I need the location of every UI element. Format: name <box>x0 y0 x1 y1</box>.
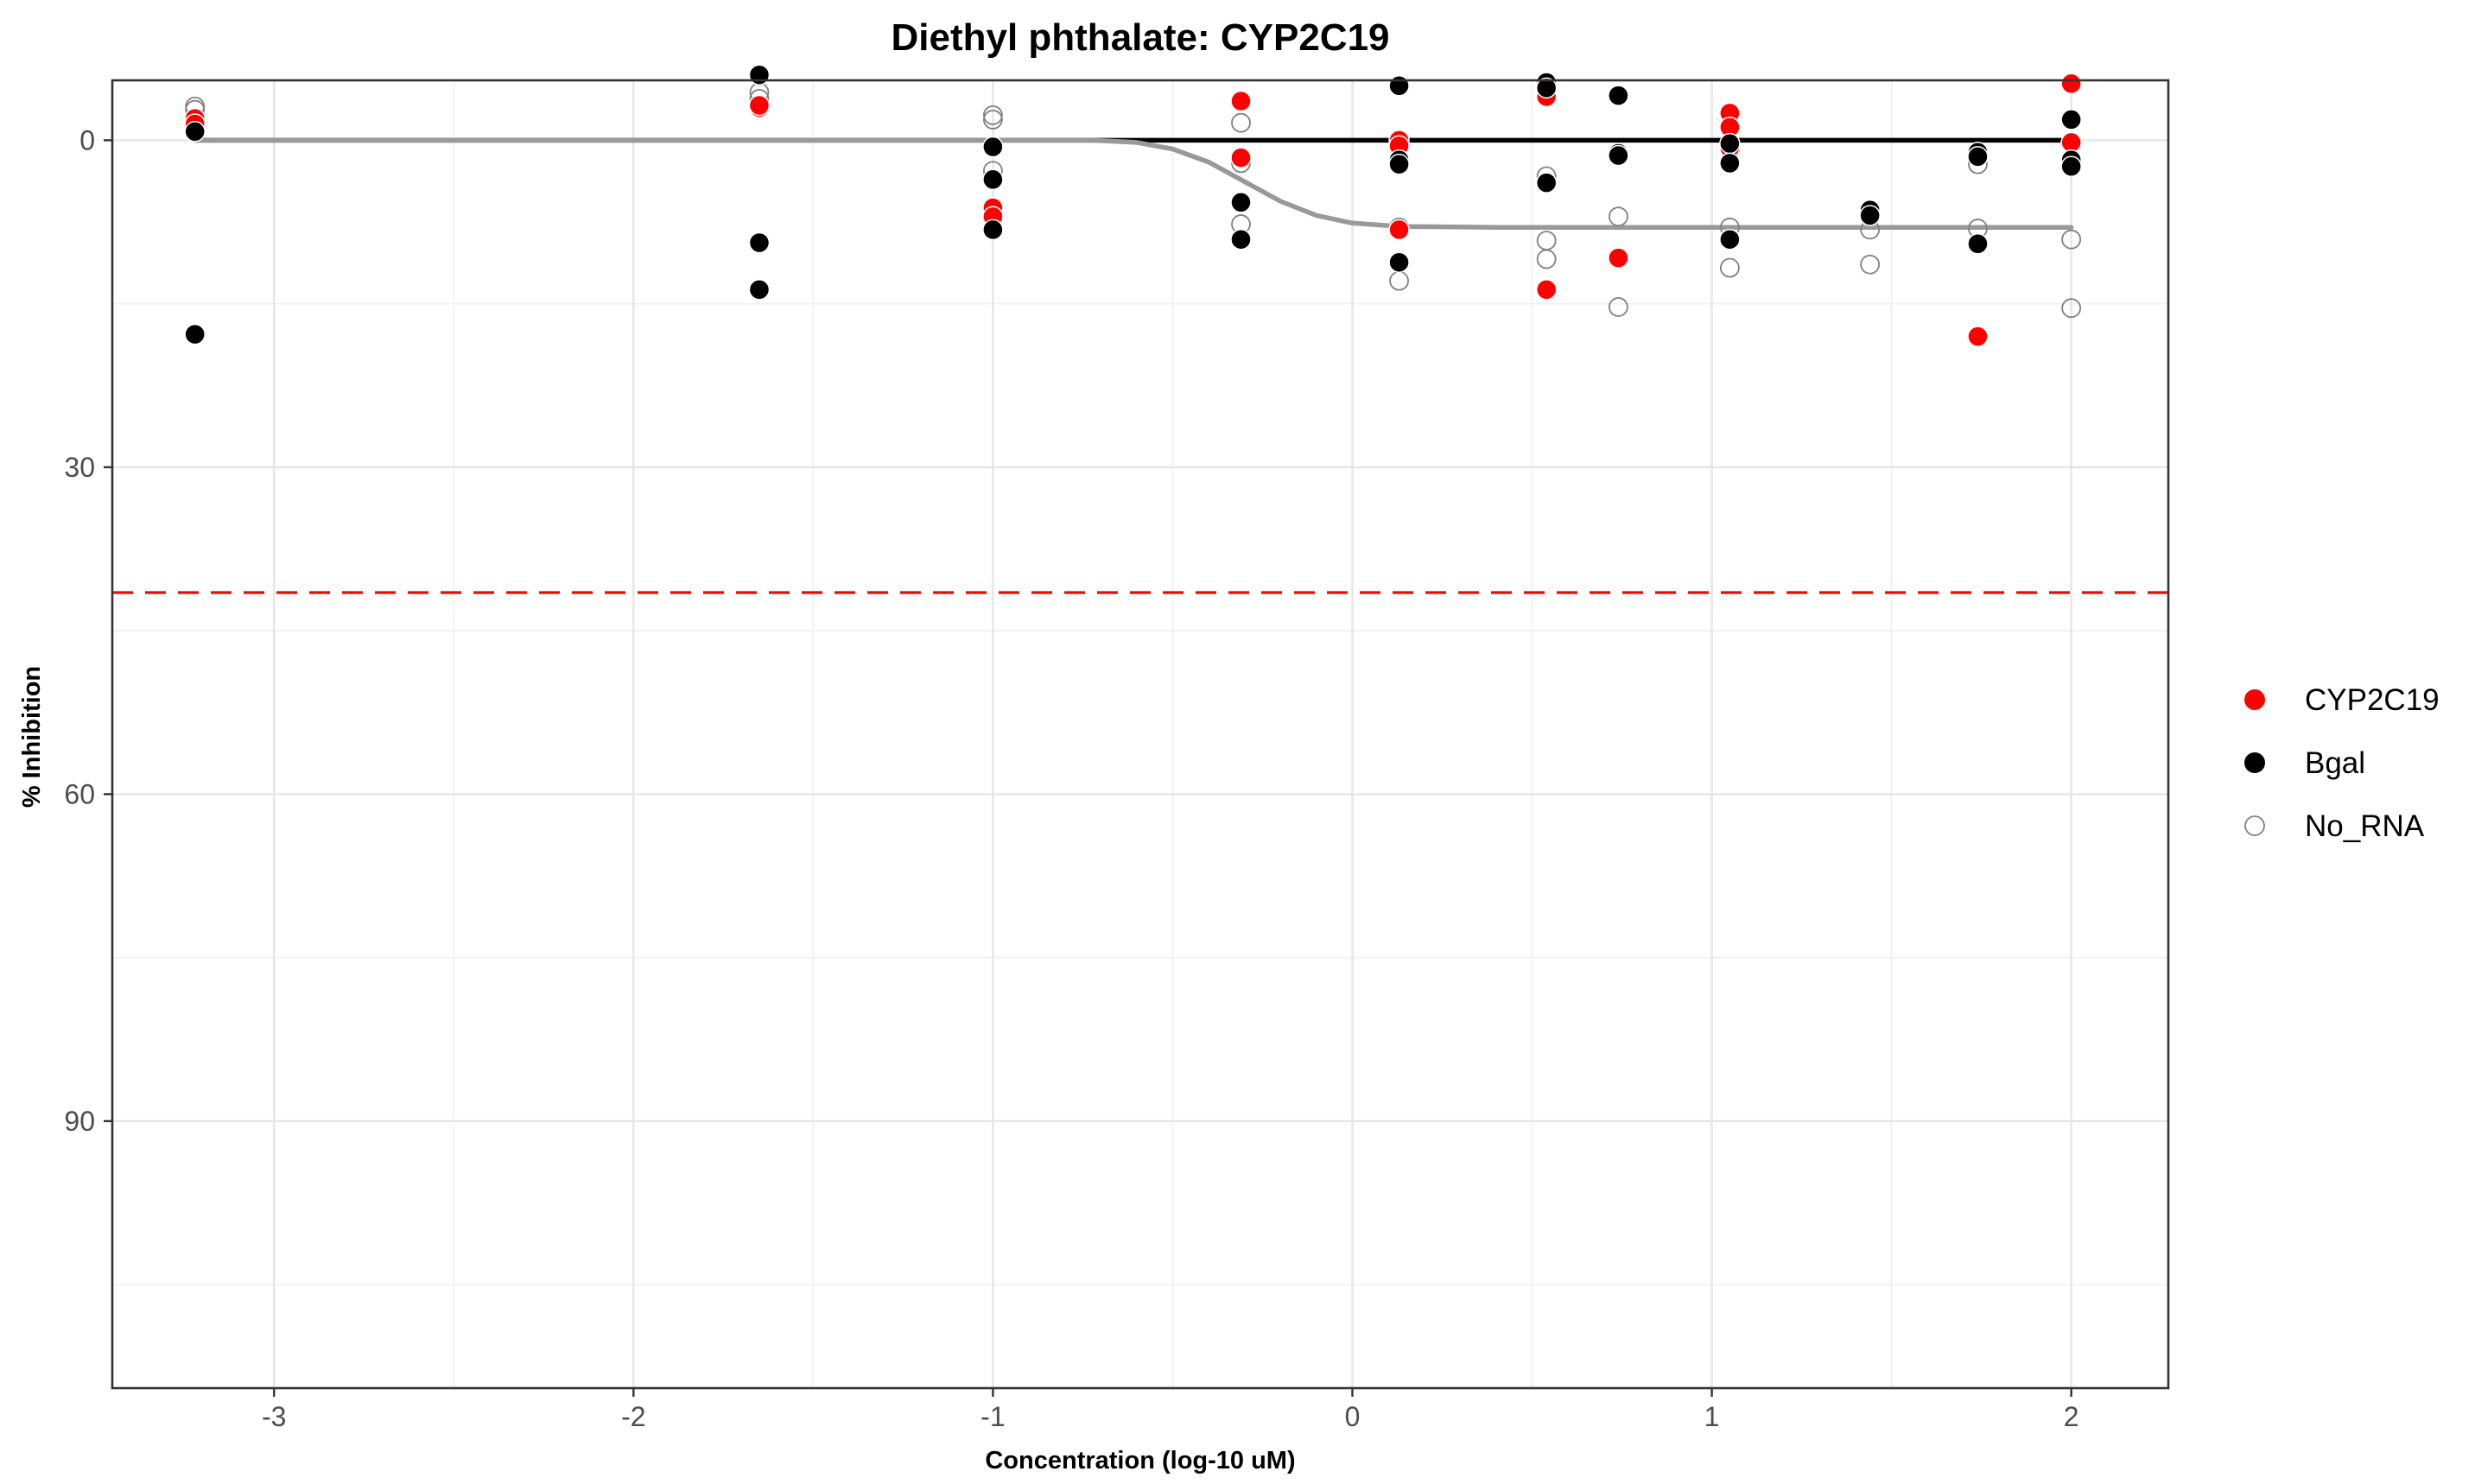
plot-area: -3 -2 -1 0 1 2 0 30 60 90 <box>64 64 2170 1432</box>
y-tick-label: 90 <box>64 1106 95 1137</box>
legend-label: CYP2C19 <box>2305 683 2440 717</box>
data-point <box>1536 249 1557 270</box>
data-point <box>1388 75 1410 97</box>
data-point <box>1535 278 1558 301</box>
y-tick-label: 0 <box>79 124 95 155</box>
y-axis-title: % Inhibition <box>18 666 46 808</box>
data-point <box>2061 229 2082 250</box>
panel-border <box>111 79 2170 1390</box>
data-point <box>1230 192 1252 213</box>
legend-label: Bgal <box>2305 746 2365 780</box>
legend-key <box>2244 689 2265 710</box>
legend-key <box>2244 815 2265 836</box>
fit-curve-no_rna <box>192 137 2074 231</box>
data-point <box>184 121 206 143</box>
data-point <box>748 278 771 301</box>
legend-item-cyp2c19: CYP2C19 <box>2244 683 2440 717</box>
data-point <box>2060 155 2082 177</box>
x-tick-label: 1 <box>1704 1401 1720 1432</box>
x-tick-label: 0 <box>1345 1401 1361 1432</box>
data-point <box>1535 172 1558 193</box>
data-point <box>1719 228 1741 251</box>
legend-item-bgal: Bgal <box>2244 746 2365 780</box>
data-point <box>1230 228 1252 251</box>
data-point <box>184 323 206 346</box>
data-point <box>2061 298 2082 319</box>
data-point <box>1230 90 1252 112</box>
x-tick-label: 2 <box>2064 1401 2079 1432</box>
data-point <box>2060 109 2082 130</box>
data-point <box>748 94 771 117</box>
data-point <box>1967 146 1989 168</box>
data-point <box>1388 219 1410 241</box>
data-point <box>1719 132 1741 155</box>
data-point <box>1388 153 1410 175</box>
panel-background <box>112 80 2168 1388</box>
data-point <box>2060 73 2082 95</box>
series-bgal <box>184 64 2082 346</box>
legend: CYP2C19 Bgal No_RNA <box>2244 683 2440 843</box>
data-point <box>748 64 771 86</box>
data-point <box>1967 326 1989 347</box>
data-point <box>1535 77 1558 99</box>
data-point <box>982 219 1004 241</box>
data-point <box>1608 144 1629 167</box>
data-point <box>1388 251 1410 273</box>
data-point <box>1719 257 1740 278</box>
data-point <box>1859 205 1881 226</box>
data-point <box>748 231 771 254</box>
legend-key <box>2244 752 2265 773</box>
data-point <box>1231 112 1251 133</box>
legend-item-no_rna: No_RNA <box>2244 809 2425 843</box>
data-point <box>983 110 1003 130</box>
data-point <box>1608 297 1628 317</box>
data-point <box>1608 247 1629 269</box>
y-tick-label: 30 <box>64 452 95 483</box>
data-point <box>1230 147 1252 168</box>
data-point <box>1719 152 1741 174</box>
data-point <box>982 136 1004 158</box>
data-point <box>983 105 1003 125</box>
legend-label: No_RNA <box>2305 809 2425 843</box>
data-point <box>1608 206 1628 227</box>
x-tick-label: -3 <box>262 1401 286 1432</box>
x-axis-title: Concentration (log-10 uM) <box>985 1447 1295 1474</box>
data-point <box>1608 85 1629 106</box>
x-tick-label: -1 <box>980 1401 1005 1432</box>
data-point <box>982 168 1004 191</box>
data-point <box>1967 233 1989 255</box>
chart-title: Diethyl phthalate: CYP2C19 <box>891 16 1389 59</box>
data-point <box>1860 254 1881 275</box>
y-tick-label: 60 <box>64 778 95 809</box>
x-tick-label: -2 <box>621 1401 645 1432</box>
